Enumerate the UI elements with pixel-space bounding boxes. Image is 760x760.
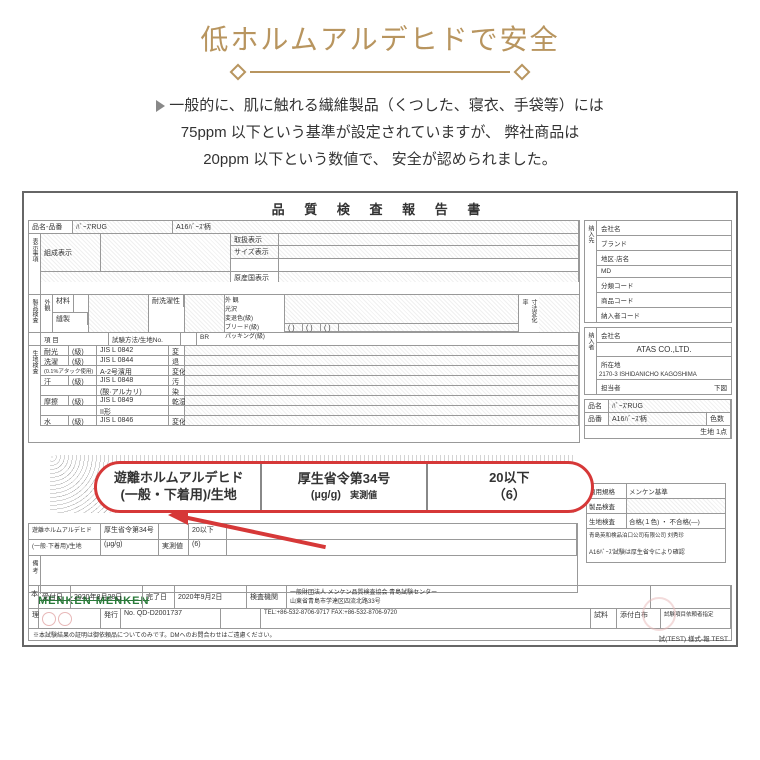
intro-text: 一般的に、肌に触れる繊維製品（くつした、寝衣、手袋等）には 75ppm 以下とい… [0, 92, 760, 173]
page-title: 低ホルムアルデヒドで安全 [0, 0, 760, 58]
divider [0, 66, 760, 78]
cert-info: 適用規格メンケン基準 製品検査 生地検査合格(１色) ・ 不合格(―) 青島英和… [586, 483, 726, 563]
report-document: 品 質 検 査 報 告 書 品名-品番ﾊﾞｰｽ'RUGA16ﾊﾞｰｽ'柄 表示事… [22, 191, 738, 647]
highlight-callout: 遊離ホルムアルデヒド(一般・下着用)/生地 厚生省令第34号(µg/g) 実測値… [94, 461, 594, 513]
triangle-icon [156, 100, 165, 112]
arrow-icon [174, 513, 329, 517]
doc-title: 品 質 検 査 報 告 書 [24, 193, 736, 220]
footer: 本 受付日2020年8月28日 完了日2020年9月2日 検査機関 一般財団法人… [28, 585, 732, 641]
seal-icon [642, 597, 676, 631]
test-note: 試(TEST) 様式-報 TEST [659, 633, 728, 643]
